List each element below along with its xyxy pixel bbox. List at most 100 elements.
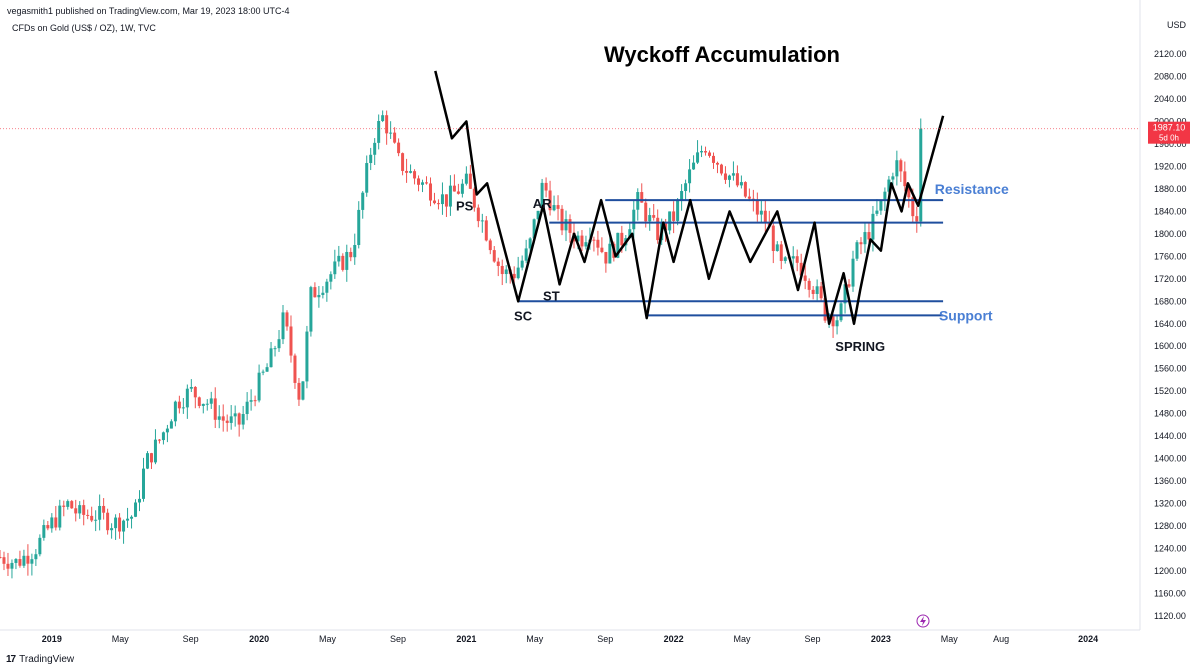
candle-body (460, 183, 464, 194)
time-tick-label: Sep (597, 634, 613, 644)
candle-body (201, 403, 205, 406)
candle-body (899, 160, 903, 172)
candle-body (544, 182, 548, 191)
price-axis: 1120.00 1160.00 1200.00 1240.00 1280.00 1320.… (1139, 0, 1187, 630)
candle-body (564, 219, 568, 231)
candle-body (759, 210, 763, 215)
candle-body (600, 247, 604, 253)
candle-body (739, 182, 743, 186)
candle-body (102, 505, 106, 513)
candle-body (401, 153, 405, 171)
candle-body (672, 211, 676, 221)
time-tick-label: May (319, 634, 337, 644)
annotations-layer: Resistance Support PS AR ST SC SPRING (456, 181, 1009, 354)
candle-body (484, 220, 488, 241)
time-tick-label: 2019 (42, 634, 62, 644)
candle-body (664, 222, 668, 231)
candle-body (704, 151, 708, 153)
candle-body (727, 175, 731, 180)
candle-body (855, 242, 859, 259)
candle-body (755, 200, 759, 215)
candle-body (118, 517, 122, 532)
candle-body (656, 217, 660, 241)
candle-body (30, 559, 34, 564)
candle-body (763, 210, 767, 223)
candle-body (369, 154, 373, 164)
candle-body (568, 219, 572, 233)
candle-body (604, 252, 608, 264)
candle-body (684, 183, 688, 192)
candle-body (233, 413, 237, 417)
candle-body (492, 250, 496, 262)
candle-body (715, 162, 719, 165)
candle-body (22, 555, 26, 566)
candle-body (157, 439, 161, 441)
candle-body (377, 121, 381, 143)
candle-body (78, 505, 82, 514)
time-tick-label: May (526, 634, 544, 644)
candle-body (875, 210, 879, 214)
price-tick-label: 1720.00 (1154, 274, 1187, 284)
event-badge-icon (916, 614, 930, 628)
candle-body (26, 555, 30, 564)
candle-body (185, 388, 189, 408)
candle-body (576, 235, 580, 242)
candle-body (253, 400, 257, 402)
candle-body (915, 216, 919, 222)
candle-body (911, 197, 915, 217)
lightning-icon (920, 616, 926, 626)
candle-body (448, 185, 452, 207)
levels-layer (518, 199, 944, 317)
candle-body (859, 242, 863, 245)
candle-body (213, 398, 217, 420)
candle-body (867, 232, 871, 240)
candle-body (74, 508, 78, 514)
candle-body (345, 251, 349, 270)
candle-body (317, 294, 321, 298)
candle-body (205, 403, 209, 405)
last-price-value: 1987.10 (1153, 123, 1186, 133)
candle-body (357, 209, 361, 246)
time-axis: 2019 May Sep 2020 May Sep 2021 May Sep 2022 May Sep… (0, 629, 1140, 644)
candle-body (301, 381, 305, 400)
candle-body (361, 192, 365, 210)
candle-body (34, 554, 38, 560)
candle-body (281, 312, 285, 340)
candle-body (743, 182, 747, 197)
price-tick-label: 1320.00 (1154, 499, 1187, 509)
price-tick-label: 1360.00 (1154, 476, 1187, 486)
candle-body (464, 173, 468, 184)
candle-body (783, 257, 787, 261)
candle-body (285, 312, 289, 327)
candle-body (823, 298, 827, 321)
candle-body (476, 207, 480, 222)
candle-body (708, 152, 712, 156)
candle-body (149, 453, 153, 463)
candle-body (297, 382, 301, 400)
candle-body (584, 242, 588, 247)
candle-body (277, 339, 281, 349)
candle-body (321, 292, 325, 295)
candle-body (341, 255, 345, 270)
candle-body (843, 284, 847, 304)
time-tick-label: Sep (805, 634, 821, 644)
chart-title-layer: Wyckoff Accumulation (604, 42, 840, 67)
price-tick-label: 1920.00 (1154, 161, 1187, 171)
candle-body (472, 188, 476, 208)
candle-body (851, 258, 855, 287)
candle-body (126, 518, 130, 521)
candle-body (225, 420, 229, 423)
candle-body (38, 537, 42, 555)
candle-body (907, 186, 911, 198)
price-tick-label: 2040.00 (1154, 94, 1187, 104)
candles-layer (0, 110, 923, 579)
price-tick-label: 1400.00 (1154, 454, 1187, 464)
last-price-tag (1148, 121, 1190, 144)
wyckoff-path-line (434, 70, 945, 326)
candle-body (735, 173, 739, 186)
symbol-description[interactable]: CFDs on Gold (US$ / OZ), 1W, TVC (12, 23, 156, 33)
candle-body (217, 416, 221, 420)
candle-body (385, 115, 389, 134)
